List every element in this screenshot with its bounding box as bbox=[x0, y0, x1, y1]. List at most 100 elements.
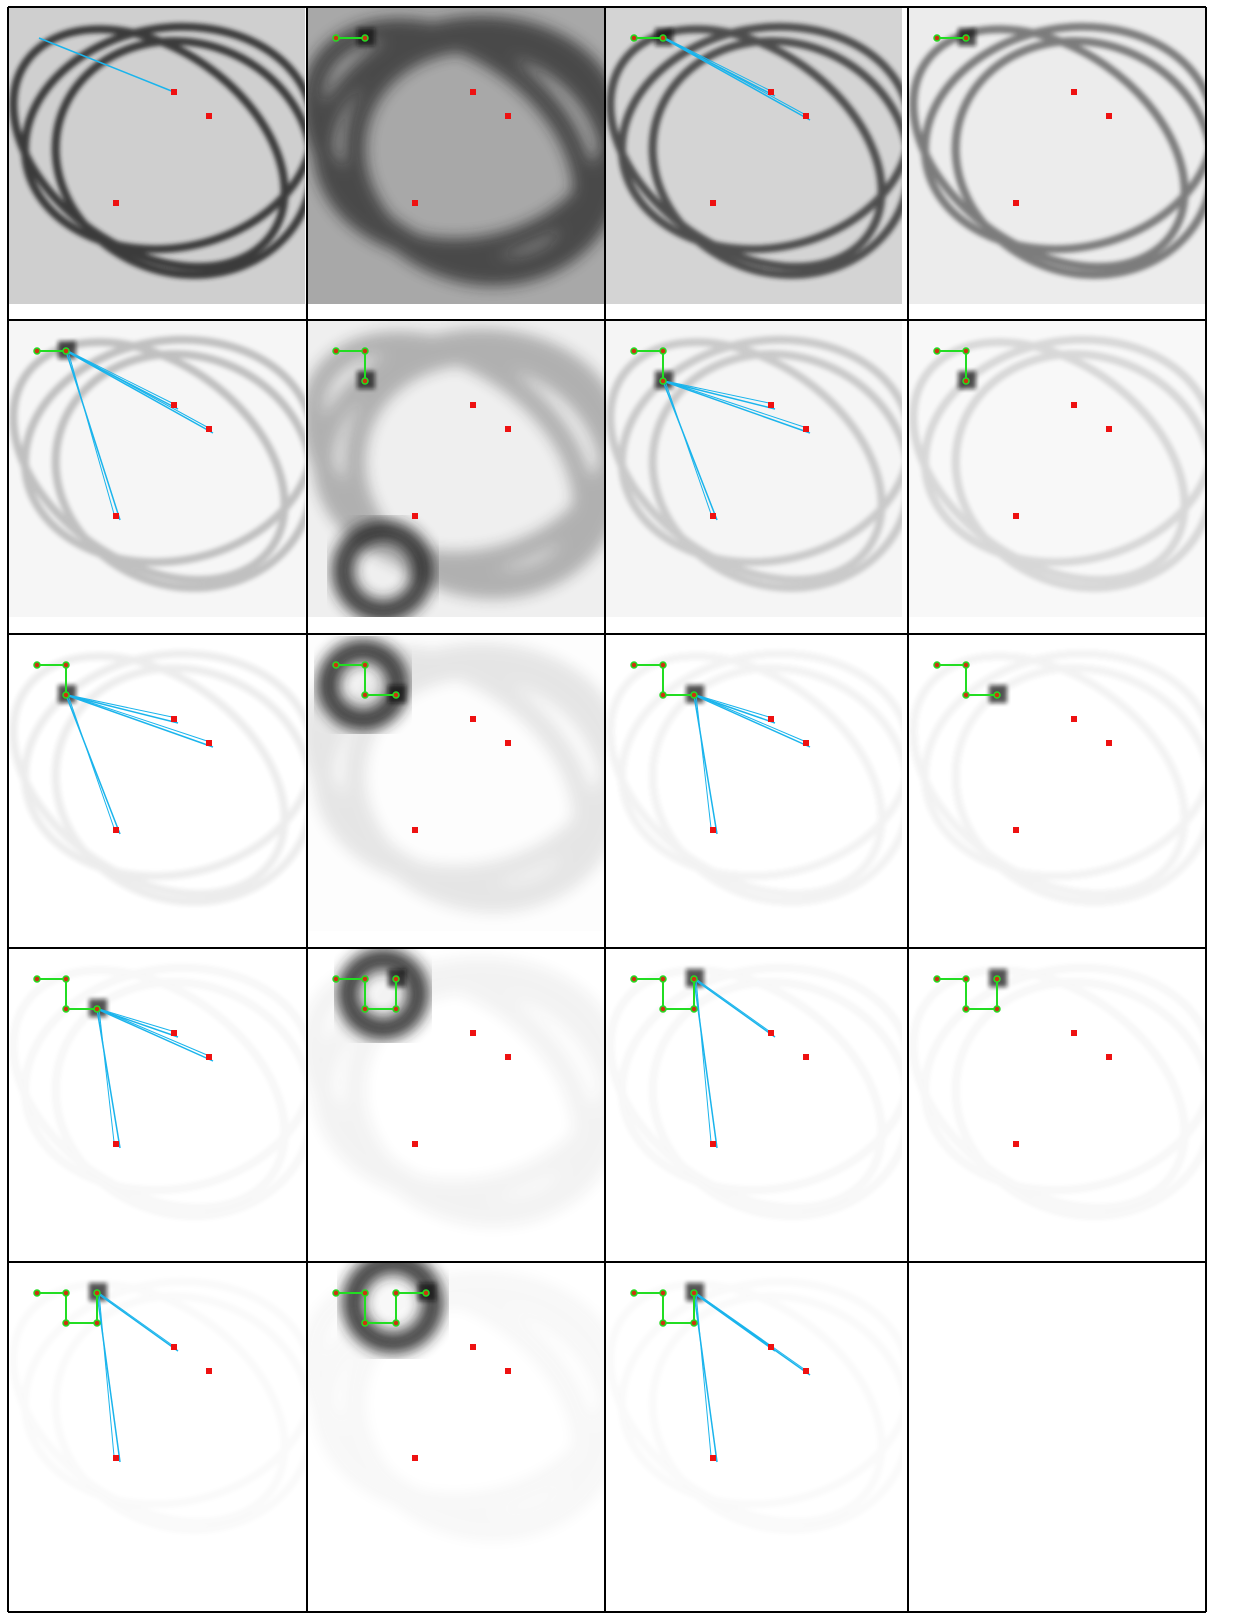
cell-image bbox=[869, 607, 1245, 943]
green-node bbox=[393, 1320, 399, 1326]
green-node bbox=[934, 662, 940, 668]
red-marker bbox=[470, 1344, 476, 1350]
red-marker bbox=[470, 402, 476, 408]
green-node bbox=[362, 1320, 368, 1326]
red-marker bbox=[505, 113, 511, 119]
green-node bbox=[963, 976, 969, 982]
green-node bbox=[963, 35, 969, 41]
green-node bbox=[34, 1290, 40, 1296]
green-node bbox=[660, 1006, 666, 1012]
green-node bbox=[660, 1290, 666, 1296]
red-marker bbox=[710, 827, 716, 833]
red-marker bbox=[803, 426, 809, 432]
green-node bbox=[393, 692, 399, 698]
green-node bbox=[362, 35, 368, 41]
green-node bbox=[691, 976, 697, 982]
red-marker bbox=[768, 402, 774, 408]
green-node bbox=[393, 1006, 399, 1012]
green-node bbox=[660, 662, 666, 668]
green-node bbox=[63, 692, 69, 698]
red-marker bbox=[710, 1455, 716, 1461]
red-marker bbox=[171, 402, 177, 408]
cell-image bbox=[268, 293, 645, 629]
cell-image bbox=[566, 1235, 943, 1571]
red-marker bbox=[768, 716, 774, 722]
red-marker bbox=[206, 1054, 212, 1060]
red-marker bbox=[710, 1141, 716, 1147]
green-node bbox=[94, 1006, 100, 1012]
red-marker bbox=[1013, 1141, 1019, 1147]
green-node bbox=[362, 1290, 368, 1296]
red-marker bbox=[113, 1141, 119, 1147]
green-node bbox=[660, 378, 666, 384]
green-node bbox=[63, 1290, 69, 1296]
red-marker bbox=[1071, 402, 1077, 408]
red-marker bbox=[113, 513, 119, 519]
green-node bbox=[963, 692, 969, 698]
green-node bbox=[691, 692, 697, 698]
red-marker bbox=[505, 426, 511, 432]
red-marker bbox=[710, 200, 716, 206]
green-node bbox=[362, 976, 368, 982]
red-marker bbox=[1106, 1054, 1112, 1060]
red-marker bbox=[113, 827, 119, 833]
red-marker bbox=[412, 827, 418, 833]
cell-image bbox=[268, 1235, 645, 1571]
red-marker bbox=[1013, 513, 1019, 519]
green-node bbox=[631, 662, 637, 668]
red-marker bbox=[803, 1054, 809, 1060]
red-marker bbox=[171, 1344, 177, 1350]
green-node bbox=[631, 1290, 637, 1296]
red-marker bbox=[171, 89, 177, 95]
cell-image bbox=[268, 0, 645, 316]
green-node bbox=[333, 35, 339, 41]
green-node bbox=[631, 976, 637, 982]
red-marker bbox=[1106, 426, 1112, 432]
green-node bbox=[333, 348, 339, 354]
green-node bbox=[660, 35, 666, 41]
cell-image bbox=[566, 607, 943, 943]
cell-image bbox=[566, 293, 943, 629]
red-marker bbox=[803, 1368, 809, 1374]
red-marker bbox=[1106, 113, 1112, 119]
green-node bbox=[63, 976, 69, 982]
red-marker bbox=[803, 113, 809, 119]
red-marker bbox=[1013, 200, 1019, 206]
green-node bbox=[34, 976, 40, 982]
green-node bbox=[34, 662, 40, 668]
green-node bbox=[362, 692, 368, 698]
red-marker bbox=[206, 1368, 212, 1374]
red-marker bbox=[206, 113, 212, 119]
cell-image bbox=[0, 293, 345, 629]
cell-image bbox=[869, 921, 1245, 1257]
green-node bbox=[333, 662, 339, 668]
green-node bbox=[63, 348, 69, 354]
red-marker bbox=[171, 1030, 177, 1036]
green-node bbox=[691, 1320, 697, 1326]
red-marker bbox=[505, 740, 511, 746]
cell-image bbox=[566, 921, 943, 1257]
red-marker bbox=[710, 513, 716, 519]
green-node bbox=[934, 35, 940, 41]
page: (() => { const svg = document.getElement… bbox=[0, 0, 1245, 1616]
red-marker bbox=[1071, 1030, 1077, 1036]
red-marker bbox=[1013, 827, 1019, 833]
red-marker bbox=[803, 740, 809, 746]
green-node bbox=[362, 662, 368, 668]
green-node bbox=[63, 1006, 69, 1012]
green-node bbox=[994, 1006, 1000, 1012]
green-node bbox=[934, 348, 940, 354]
green-node bbox=[660, 1320, 666, 1326]
green-node bbox=[660, 976, 666, 982]
red-marker bbox=[1071, 89, 1077, 95]
green-node bbox=[63, 1320, 69, 1326]
red-marker bbox=[412, 1141, 418, 1147]
red-marker bbox=[412, 513, 418, 519]
red-marker bbox=[505, 1054, 511, 1060]
cell-image bbox=[566, 0, 943, 316]
green-node bbox=[63, 662, 69, 668]
green-node bbox=[934, 976, 940, 982]
green-node bbox=[94, 1290, 100, 1296]
green-node bbox=[963, 1006, 969, 1012]
green-node bbox=[994, 692, 1000, 698]
